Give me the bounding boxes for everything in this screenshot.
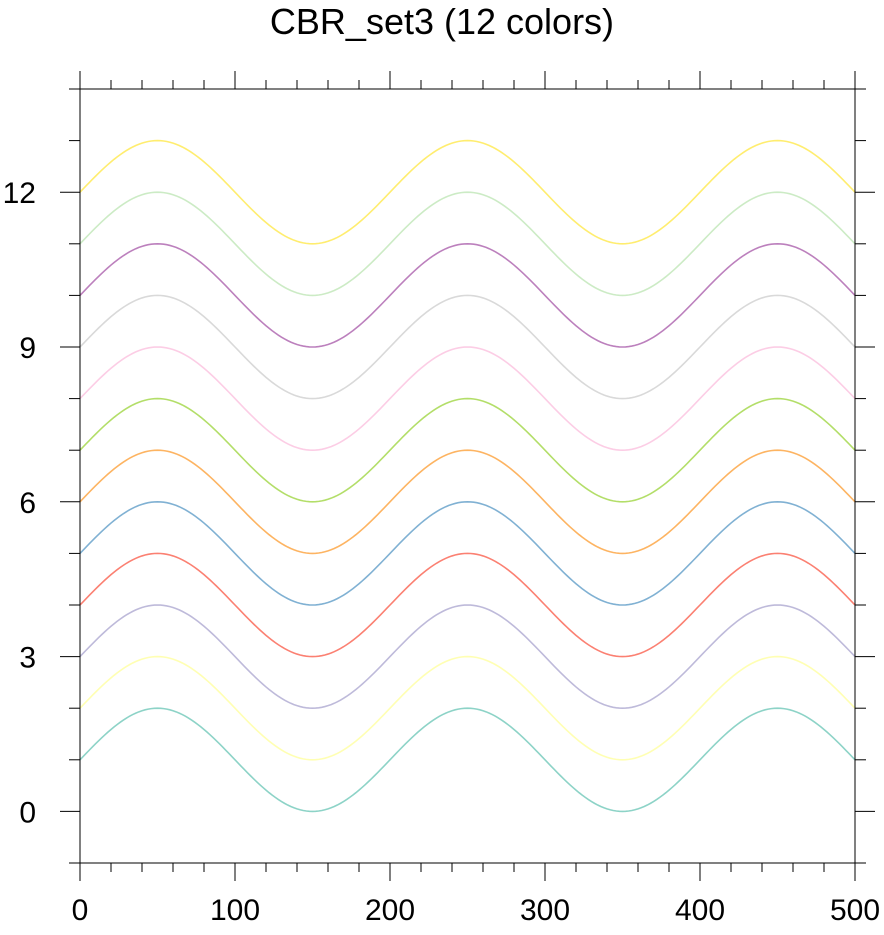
chart-title: CBR_set3 (12 colors) <box>269 1 615 42</box>
series-line-12 <box>79 139 856 245</box>
y-tick-label: 6 <box>19 487 36 520</box>
series-line-10 <box>79 242 856 348</box>
x-tick-label: 400 <box>675 894 725 927</box>
x-tick-label: 100 <box>210 894 260 927</box>
series-line-7 <box>79 397 856 503</box>
x-tick-label: 0 <box>72 894 89 927</box>
series-line-5 <box>79 500 856 606</box>
x-tick-label: 500 <box>830 894 880 927</box>
y-tick-label: 9 <box>19 332 36 365</box>
y-tick-label: 12 <box>3 177 36 210</box>
series-line-4 <box>79 552 856 658</box>
y-tick-label: 0 <box>19 796 36 829</box>
y-tick-label: 3 <box>19 642 36 675</box>
series-line-11 <box>79 191 856 297</box>
series-line-6 <box>79 449 856 555</box>
series-line-2 <box>79 655 856 761</box>
plot-frame <box>79 88 856 864</box>
series-line-9 <box>79 294 856 400</box>
x-tick-label: 200 <box>365 894 415 927</box>
series-line-3 <box>79 604 856 710</box>
series-line-8 <box>79 346 856 452</box>
x-tick-label: 300 <box>520 894 570 927</box>
series-line-1 <box>79 707 856 813</box>
